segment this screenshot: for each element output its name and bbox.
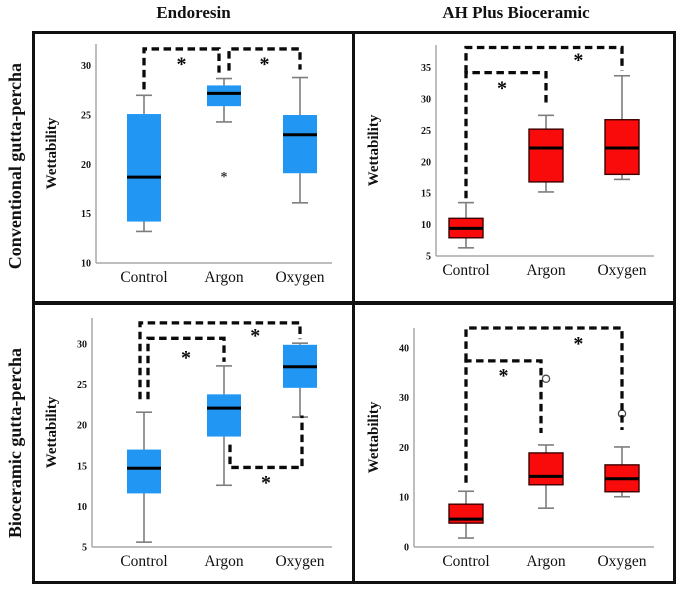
boxplot-bioceramic-endoresin: 5 10 15 20 25 30 Wettability Control Argon Oxygen… <box>44 318 332 570</box>
y-tick-label: 10 <box>421 220 431 231</box>
column-header-ah-plus-bioceramic: AH Plus Bioceramic <box>442 3 590 22</box>
y-tick-label: 10 <box>81 259 91 270</box>
significance-star: * <box>260 54 270 76</box>
y-tick-label: 30 <box>421 95 431 106</box>
box <box>528 452 564 486</box>
row-header-bioceramic-gutta-percha: Bioceramic gutta-percha <box>1 302 29 584</box>
x-category-label: Control <box>442 553 489 570</box>
y-tick-label: 20 <box>81 160 91 171</box>
y-tick-label: 25 <box>81 111 91 122</box>
y-tick-label: 30 <box>81 61 91 72</box>
y-tick-label: 30 <box>77 339 87 350</box>
box <box>207 85 241 107</box>
significance-bracket <box>464 45 624 73</box>
y-tick-label: 10 <box>77 502 87 513</box>
y-tick-label: 15 <box>421 189 431 200</box>
box <box>283 115 317 174</box>
y-axis-title: Wettability <box>44 396 60 468</box>
significance-bracket <box>464 359 543 483</box>
significance-bracket <box>464 70 548 199</box>
y-axis-title: Wettability <box>44 117 60 189</box>
significance-bracket <box>464 326 624 431</box>
y-tick-label: 5 <box>426 252 431 263</box>
x-category-label: Argon <box>204 269 244 286</box>
significance-star: * <box>261 472 271 494</box>
column-divider <box>352 31 355 584</box>
y-tick-label: 5 <box>82 543 87 554</box>
box <box>207 394 241 437</box>
panel-bioceramic-ahplus: 0 10 20 30 40 Wettability Control Argon Oxygen * * <box>362 308 670 570</box>
y-tick-label: 20 <box>399 443 409 454</box>
significance-bracket <box>228 415 304 470</box>
box <box>127 449 161 494</box>
panel-bioceramic-endoresin: 5 10 15 20 25 30 Wettability Control Argon Oxygen… <box>40 308 348 570</box>
significance-star: * <box>181 347 191 369</box>
column-header-endoresin: Endoresin <box>156 3 231 22</box>
significance-star: * <box>499 365 509 387</box>
y-tick-label: 10 <box>399 493 409 504</box>
x-category-label: Argon <box>204 553 244 570</box>
boxplot-conventional-ahplus: 5 10 15 20 25 30 35 Wettability Control Argon Oxyg… <box>366 45 654 279</box>
x-category-label: Control <box>442 262 489 279</box>
outlier-star: * <box>221 170 228 185</box>
boxplot-bioceramic-ahplus: 0 10 20 30 40 Wettability Control Argon Oxygen * * <box>366 326 654 570</box>
y-tick-label: 0 <box>404 543 409 554</box>
y-tick-label: 20 <box>421 157 431 168</box>
significance-bracket <box>138 321 302 400</box>
y-tick-label: 35 <box>421 63 431 74</box>
x-category-label: Argon <box>526 553 566 570</box>
significance-bracket <box>227 47 302 71</box>
panel-conventional-ahplus: 5 10 15 20 25 30 35 Wettability Control Argon Oxyg… <box>362 36 670 298</box>
outlier-circle <box>541 374 551 384</box>
x-category-label: Oxygen <box>275 553 324 570</box>
y-tick-label: 25 <box>77 380 87 391</box>
significance-star: * <box>497 78 507 100</box>
significance-bracket <box>146 336 226 400</box>
x-category-label: Oxygen <box>597 553 646 570</box>
y-tick-label: 20 <box>77 421 87 432</box>
significance-bracket <box>142 47 221 90</box>
x-category-label: Control <box>120 553 167 570</box>
x-category-label: Argon <box>526 262 566 279</box>
y-tick-label: 15 <box>81 209 91 220</box>
y-axis-title: Wettability <box>366 401 382 473</box>
row-header-label: Bioceramic gutta-percha <box>4 347 25 539</box>
box <box>127 114 161 222</box>
y-tick-label: 40 <box>399 343 409 354</box>
significance-star: * <box>177 54 187 76</box>
significance-star: * <box>573 49 583 71</box>
x-category-label: Control <box>120 269 167 286</box>
row-header-label: Conventional gutta-percha <box>4 63 25 270</box>
significance-star: * <box>573 333 583 355</box>
significance-star: * <box>250 325 260 347</box>
panel-conventional-endoresin: 10 15 20 25 30 Wettability Control Argon Oxygen *… <box>40 36 348 298</box>
y-tick-label: 25 <box>421 126 431 137</box>
x-category-label: Oxygen <box>275 269 324 286</box>
y-axis-title: Wettability <box>366 114 382 186</box>
boxplot-conventional-endoresin: 10 15 20 25 30 Wettability Control Argon Oxygen *… <box>44 44 332 286</box>
x-category-label: Oxygen <box>597 262 646 279</box>
box <box>528 128 564 183</box>
row-header-conventional-gutta-percha: Conventional gutta-percha <box>1 31 29 302</box>
row-divider <box>32 301 676 305</box>
y-tick-label: 15 <box>77 461 87 472</box>
y-tick-label: 30 <box>399 393 409 404</box>
